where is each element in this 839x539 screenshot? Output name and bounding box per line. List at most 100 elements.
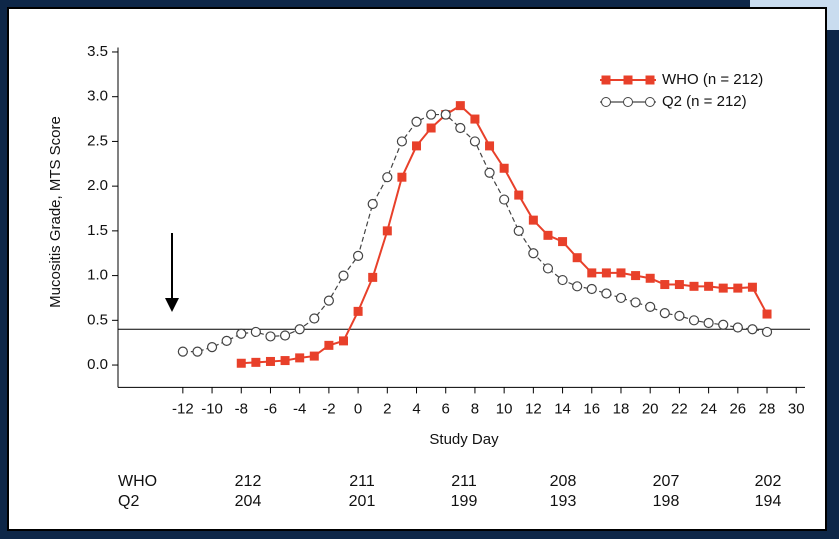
data-point xyxy=(733,283,743,293)
data-point xyxy=(761,326,773,338)
x-tick-label: -6 xyxy=(264,400,277,417)
x-tick-label: 30 xyxy=(788,400,805,417)
x-axis-title: Study Day xyxy=(429,431,499,448)
data-point xyxy=(309,313,320,324)
y-tick-label: 2.5 xyxy=(87,132,108,149)
risk-count: 212 xyxy=(235,473,262,490)
y-tick-label: 1.5 xyxy=(87,222,108,239)
legend-marker xyxy=(623,97,633,107)
risk-count: 211 xyxy=(451,473,477,490)
x-tick-label: 12 xyxy=(525,400,542,417)
x-tick-label: 14 xyxy=(554,400,571,417)
y-tick-label: 1.0 xyxy=(87,267,108,284)
x-tick-label: 22 xyxy=(671,400,688,417)
data-point xyxy=(499,194,510,205)
data-point xyxy=(586,283,597,295)
data-point xyxy=(295,353,305,363)
data-point xyxy=(382,226,392,236)
x-tick-label: 16 xyxy=(583,400,600,417)
data-point xyxy=(615,292,627,304)
x-tick-label: 10 xyxy=(496,400,513,417)
data-point xyxy=(558,237,568,247)
data-point xyxy=(513,225,524,236)
data-point xyxy=(631,271,641,281)
risk-row-label: Q2 xyxy=(118,493,139,510)
risk-count: 201 xyxy=(349,493,376,510)
data-point xyxy=(514,190,524,200)
risk-count: 204 xyxy=(235,493,262,510)
risk-count: 199 xyxy=(451,493,478,510)
risk-count: 208 xyxy=(550,473,577,490)
risk-row-label: WHO xyxy=(118,473,157,490)
panel xyxy=(7,7,827,531)
data-point xyxy=(279,330,291,341)
risk-count: 202 xyxy=(755,473,782,490)
data-point xyxy=(426,123,436,133)
data-point xyxy=(352,250,364,262)
data-point xyxy=(601,268,611,278)
data-point xyxy=(412,141,422,151)
data-point xyxy=(250,326,261,338)
legend-marker xyxy=(645,75,655,85)
data-point xyxy=(572,253,582,263)
data-point xyxy=(367,198,378,210)
y-tick-label: 2.0 xyxy=(87,177,108,194)
data-point xyxy=(294,324,305,335)
data-point xyxy=(280,356,290,366)
data-point xyxy=(703,317,714,329)
data-point xyxy=(572,281,583,292)
legend-label: WHO (n = 212) xyxy=(662,71,763,88)
x-tick-label: -8 xyxy=(235,400,248,417)
data-point xyxy=(528,215,538,225)
data-point xyxy=(251,357,261,367)
data-point xyxy=(704,281,714,291)
data-point xyxy=(747,282,757,292)
x-tick-label: -4 xyxy=(293,400,306,417)
data-point xyxy=(440,109,451,120)
data-point xyxy=(557,274,568,286)
x-tick-label: -12 xyxy=(172,400,194,417)
data-point xyxy=(542,263,554,274)
y-tick-label: 0.5 xyxy=(87,311,108,328)
data-point xyxy=(177,346,188,357)
data-point xyxy=(265,356,275,366)
risk-count: 198 xyxy=(653,493,680,510)
data-point xyxy=(206,342,218,353)
data-point xyxy=(324,340,334,350)
x-tick-label: 18 xyxy=(613,400,630,417)
data-point xyxy=(411,116,422,127)
x-tick-label: 20 xyxy=(642,400,659,417)
data-point xyxy=(747,324,758,335)
x-tick-label: 0 xyxy=(354,400,362,417)
y-tick-label: 3.5 xyxy=(87,43,108,60)
data-point xyxy=(323,295,334,306)
data-point xyxy=(382,172,393,183)
data-point xyxy=(528,248,539,259)
y-tick-label: 0.0 xyxy=(87,356,108,373)
data-point xyxy=(645,273,655,283)
x-tick-label: 24 xyxy=(700,400,717,417)
data-point xyxy=(674,310,685,321)
data-point xyxy=(660,280,670,290)
data-point xyxy=(484,167,495,178)
data-point xyxy=(659,308,670,319)
data-point xyxy=(732,322,743,333)
x-tick-label: 8 xyxy=(471,400,479,417)
data-point xyxy=(499,163,509,173)
risk-count: 211 xyxy=(349,473,375,490)
data-point xyxy=(236,328,247,339)
data-point xyxy=(689,281,699,291)
data-point xyxy=(601,288,612,299)
data-point xyxy=(353,306,363,316)
data-point xyxy=(368,272,378,282)
data-point xyxy=(455,122,466,134)
legend-marker xyxy=(645,97,655,107)
data-point xyxy=(688,315,700,326)
data-point xyxy=(338,270,349,281)
data-point xyxy=(455,101,465,111)
data-point xyxy=(470,114,480,124)
data-point xyxy=(762,309,772,319)
x-tick-label: -2 xyxy=(322,400,335,417)
x-tick-label: 26 xyxy=(729,400,746,417)
